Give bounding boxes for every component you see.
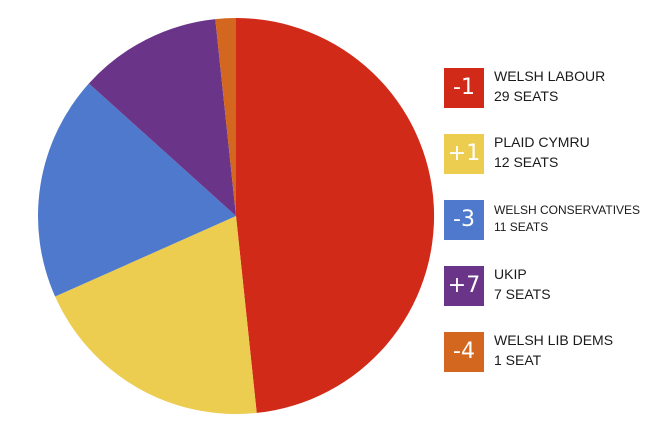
legend-item-welsh-lib-dems: -4 WELSH LIB DEMS 1 SEAT — [444, 332, 654, 372]
legend-label-plaid-cymru: PLAID CYMRU — [494, 134, 590, 150]
legend-swatch-ukip: +7 — [444, 266, 484, 306]
pie-slice-welsh-lib-dems — [215, 17, 236, 216]
pie-chart — [38, 17, 435, 415]
legend-seats-welsh-lib-dems: 1 SEAT — [494, 352, 542, 368]
legend-item-ukip: +7 UKIP 7 SEATS — [444, 266, 654, 306]
legend-seats-welsh-conservatives: 11 SEATS — [494, 220, 549, 234]
legend-swatch-plaid-cymru: +1 — [444, 134, 484, 174]
legend-label-welsh-labour: WELSH LABOUR — [494, 68, 606, 84]
pie-slice-ukip — [88, 19, 236, 216]
legend-swatch-welsh-lib-dems: -4 — [444, 332, 484, 372]
legend-item-plaid-cymru: +1 PLAID CYMRU 12 SEATS — [444, 134, 654, 174]
legend-label-welsh-lib-dems: WELSH LIB DEMS — [494, 332, 614, 348]
legend-label-ukip: UKIP — [494, 266, 527, 282]
pie-slice-welsh-conservatives — [38, 83, 237, 297]
legend-item-welsh-labour: -1 WELSH LABOUR 29 SEATS — [444, 68, 654, 108]
pie-slice-welsh-labour — [236, 17, 435, 413]
legend-seats-ukip: 7 SEATS — [494, 286, 551, 302]
legend-seats-plaid-cymru: 12 SEATS — [494, 154, 559, 170]
legend-label-welsh-conservatives: WELSH CONSERVATIVES — [494, 203, 641, 217]
legend: -1 WELSH LABOUR 29 SEATS +1 PLAID CYMRU … — [444, 68, 654, 398]
pie-slice-plaid-cymru — [55, 216, 257, 415]
legend-swatch-welsh-conservatives: -3 — [444, 200, 484, 240]
legend-item-welsh-conservatives: -3 WELSH CONSERVATIVES 11 SEATS — [444, 200, 654, 240]
legend-swatch-welsh-labour: -1 — [444, 68, 484, 108]
legend-seats-welsh-labour: 29 SEATS — [494, 88, 559, 104]
